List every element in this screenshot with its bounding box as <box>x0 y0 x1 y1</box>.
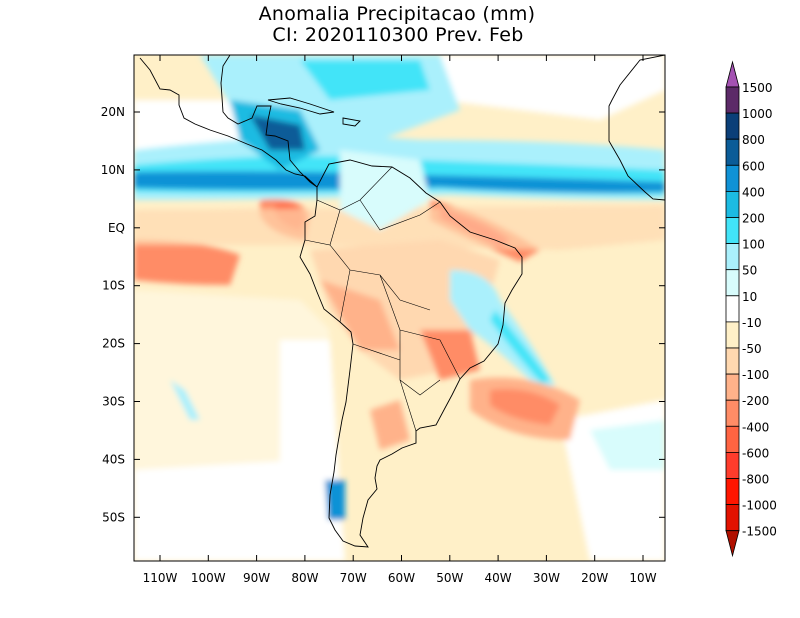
legend-swatch <box>725 451 740 479</box>
legend-swatch <box>725 217 740 245</box>
legend-swatch <box>725 425 740 453</box>
legend-swatch <box>725 478 740 506</box>
lon-label: 50W <box>436 571 463 585</box>
legend-swatch <box>725 321 740 349</box>
legend-label: -800 <box>742 473 769 487</box>
legend-swatch <box>725 373 740 401</box>
legend-label: -10 <box>742 316 762 330</box>
legend-swatch <box>725 269 740 297</box>
legend-top-arrow <box>725 60 740 88</box>
legend-label: -600 <box>742 446 769 460</box>
lat-label: 40S <box>102 452 125 466</box>
map-frame <box>133 54 666 562</box>
legend-swatch <box>725 243 740 271</box>
lon-label: 30W <box>533 571 560 585</box>
lon-label: 60W <box>388 571 415 585</box>
legend-swatch <box>725 138 740 166</box>
lon-label: 100W <box>191 571 226 585</box>
legend-swatch <box>725 347 740 375</box>
latitude-axis: 20N 10N EQ 10S 20S 30S 40S 50S <box>101 105 665 524</box>
lon-label: 110W <box>143 571 178 585</box>
lat-label: 10S <box>102 279 125 293</box>
borders <box>304 166 461 432</box>
lat-label: 20N <box>101 105 125 119</box>
legend-label: 200 <box>742 212 765 226</box>
anomaly-fields <box>134 55 665 561</box>
lon-label: 90W <box>243 571 270 585</box>
legend-label: 1000 <box>742 107 773 121</box>
coastlines <box>139 55 665 548</box>
legend-swatch <box>725 164 740 192</box>
cuba <box>267 97 335 115</box>
lat-label: 30S <box>102 395 125 409</box>
hispaniola <box>342 117 361 127</box>
lat-label: 20S <box>102 337 125 351</box>
lon-label: 40W <box>485 571 512 585</box>
legend-label: -100 <box>742 368 769 382</box>
legend-label: 50 <box>742 264 757 278</box>
field-pacific-dry-band <box>134 240 240 285</box>
lon-label: 80W <box>291 571 318 585</box>
map-plot-area <box>134 55 665 561</box>
legend-label: -1000 <box>742 499 777 513</box>
legend-swatch <box>725 190 740 218</box>
legend-label: 600 <box>742 159 765 173</box>
legend-swatch <box>725 112 740 140</box>
legend-label: 100 <box>742 238 765 252</box>
lon-label: 70W <box>340 571 367 585</box>
legend-label: 400 <box>742 185 765 199</box>
africa-coast <box>608 55 665 201</box>
legend-swatch <box>725 295 740 323</box>
legend-label: 1500 <box>742 81 773 95</box>
south-america-coast <box>299 159 523 548</box>
legend-swatch <box>725 504 740 532</box>
legend-label: 10 <box>742 290 757 304</box>
map-title: Anomalia Precipitacao (mm) <box>258 3 536 25</box>
legend-label: -50 <box>742 342 762 356</box>
lon-label: 20W <box>581 571 608 585</box>
legend-label: -400 <box>742 420 769 434</box>
lat-label: 10N <box>101 163 125 177</box>
longitude-axis: 110W 100W 90W 80W 70W 60W 50W 40W 30W 20W 10W <box>143 55 657 585</box>
central-america-coast <box>139 55 318 188</box>
map-subtitle: CI: 2020110300 Prev. Feb <box>272 24 524 46</box>
legend-label: 800 <box>742 133 765 147</box>
color-legend: 1500 1000 800 600 400 200 100 50 10 -10 -50 -100 -20… <box>725 60 777 558</box>
legend-swatch <box>725 399 740 427</box>
lat-label: 50S <box>102 510 125 524</box>
legend-label: -1500 <box>742 525 777 539</box>
lon-label: 10W <box>629 571 656 585</box>
legend-label: -200 <box>742 394 769 408</box>
legend-bottom-arrow <box>725 530 740 558</box>
legend-swatch <box>725 86 740 114</box>
lat-label: EQ <box>108 221 125 235</box>
